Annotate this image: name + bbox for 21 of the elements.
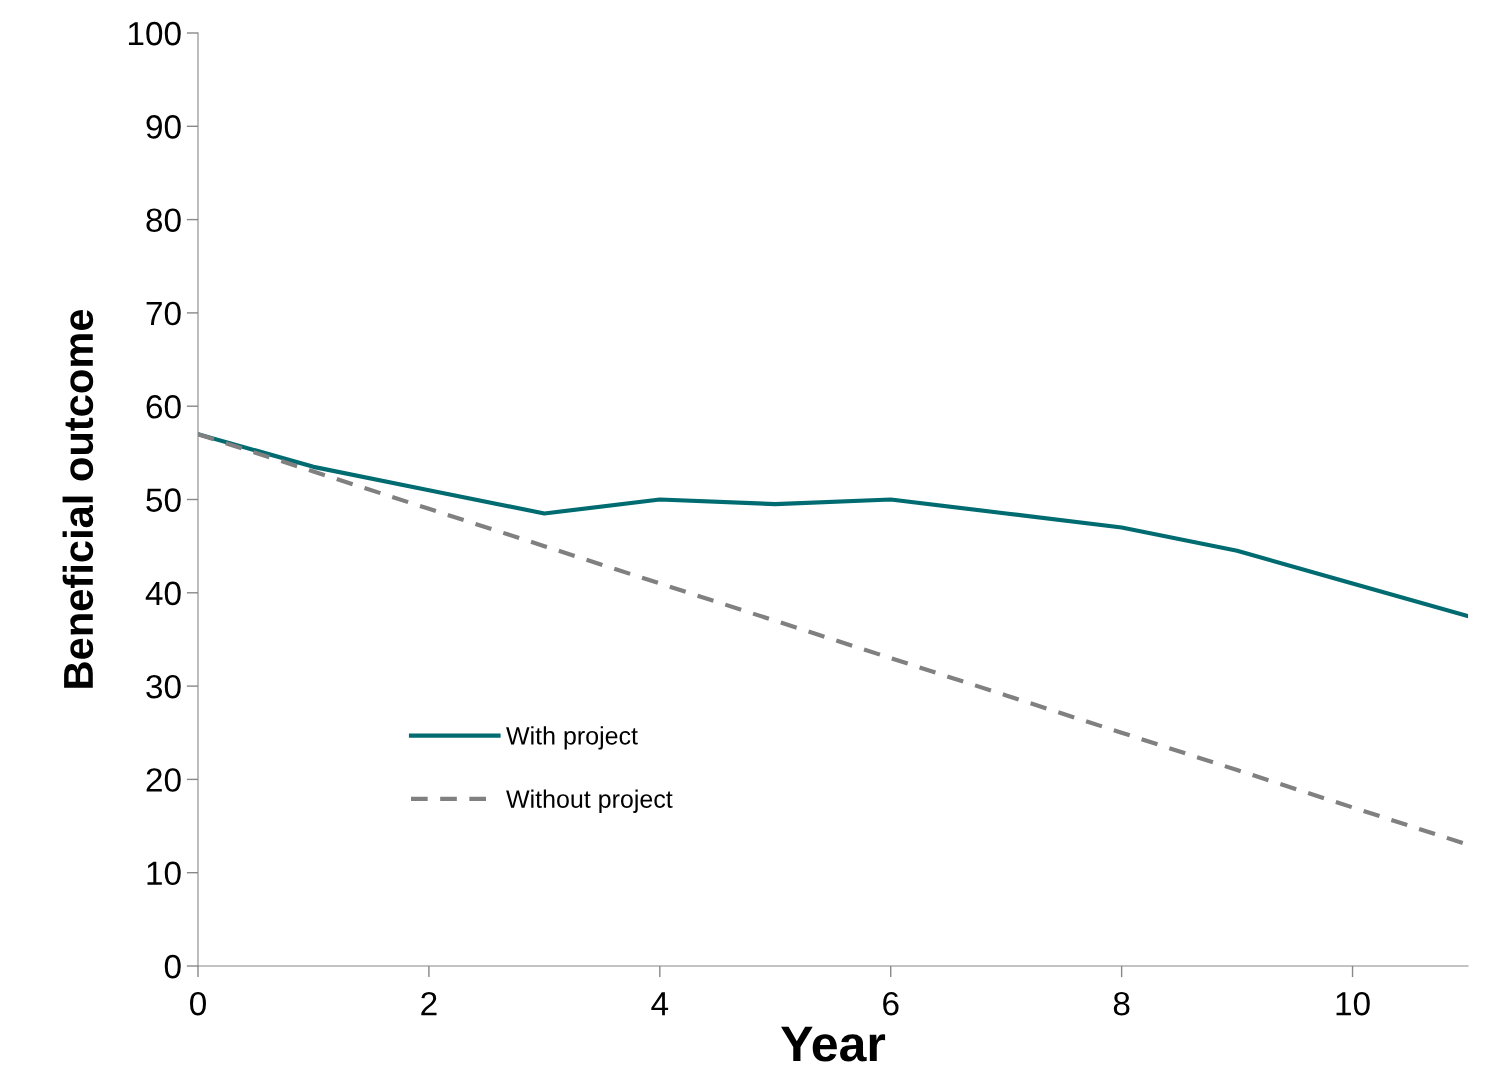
legend-label: With project: [506, 726, 638, 750]
x-tick-label: 2: [421, 991, 437, 1016]
x-tick-label: 10: [1336, 991, 1370, 1016]
y-tick-label: 90: [146, 115, 181, 139]
y-tick-label: 100: [128, 21, 181, 46]
y-tick-label: 0: [164, 954, 181, 979]
legend-label: Without project: [506, 789, 673, 813]
y-tick-label: 40: [145, 581, 181, 606]
x-tick-label: 4: [651, 992, 669, 1016]
y-tick-label: 10: [147, 861, 181, 886]
y-tick-label: 30: [146, 674, 181, 699]
x-tick-label: 6: [883, 991, 899, 1016]
y-tick-label: 50: [146, 488, 181, 512]
y-tick-label: 20: [146, 768, 181, 792]
x-tick-label: 8: [1113, 991, 1130, 1016]
y-tick-label: 70: [146, 301, 181, 326]
y-tick-label: 60: [146, 395, 181, 419]
x-tick-label: 0: [190, 991, 206, 1016]
y-axis-title: Beneficial outcome: [62, 309, 94, 688]
y-tick-label: 80: [146, 208, 181, 233]
x-axis-title: Year: [781, 1026, 886, 1062]
